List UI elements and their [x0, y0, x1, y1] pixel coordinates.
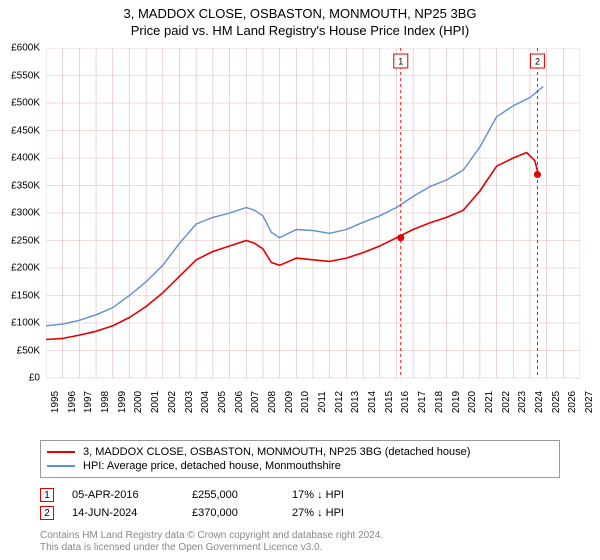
svg-text:1: 1 [398, 57, 403, 67]
chart-subtitle: Price paid vs. HM Land Registry's House … [0, 21, 600, 38]
legend-label-price-paid: 3, MADDOX CLOSE, OSBASTON, MONMOUTH, NP2… [83, 446, 470, 458]
y-tick-label: £350K [11, 180, 40, 191]
marker-date-2: 14-JUN-2024 [72, 507, 192, 519]
x-axis-labels: 1995199619971998199920002001200220032004… [46, 400, 580, 440]
marker-badge-2: 2 [40, 506, 54, 520]
y-tick-label: £200K [11, 263, 40, 274]
x-tick-label: 2005 [217, 391, 228, 413]
x-tick-label: 1999 [117, 391, 128, 413]
x-tick-label: 2008 [267, 391, 278, 413]
x-tick-label: 1998 [100, 391, 111, 413]
x-tick-label: 2000 [133, 391, 144, 413]
x-tick-label: 2022 [501, 391, 512, 413]
x-tick-label: 2016 [400, 391, 411, 413]
y-tick-label: £600K [11, 43, 40, 54]
x-tick-label: 2019 [451, 391, 462, 413]
y-tick-label: £250K [11, 235, 40, 246]
legend-label-hpi: HPI: Average price, detached house, Monm… [83, 460, 341, 472]
x-tick-label: 2015 [384, 391, 395, 413]
x-tick-label: 2024 [534, 391, 545, 413]
markers-table: 1 05-APR-2016 £255,000 17% ↓ HPI 2 14-JU… [40, 486, 560, 522]
x-tick-label: 2007 [250, 391, 261, 413]
x-tick-label: 2009 [284, 391, 295, 413]
chart-svg: 12 [46, 48, 580, 400]
footnote-line2: This data is licensed under the Open Gov… [40, 542, 560, 554]
x-tick-label: 2012 [334, 391, 345, 413]
legend-row-price-paid: 3, MADDOX CLOSE, OSBASTON, MONMOUTH, NP2… [47, 445, 553, 459]
x-tick-label: 2027 [584, 391, 595, 413]
x-tick-label: 2023 [517, 391, 528, 413]
marker-pct-2: 27% ↓ HPI [292, 507, 412, 519]
marker-date-1: 05-APR-2016 [72, 489, 192, 501]
legend-swatch-price-paid [47, 451, 75, 453]
x-tick-label: 2011 [317, 391, 328, 413]
chart-plot-area: 12 [46, 48, 580, 400]
x-tick-label: 2010 [300, 391, 311, 413]
y-tick-label: £450K [11, 125, 40, 136]
marker-price-2: £370,000 [192, 507, 292, 519]
y-tick-label: £550K [11, 70, 40, 81]
y-tick-label: £50K [17, 345, 40, 356]
y-tick-label: £150K [11, 290, 40, 301]
x-tick-label: 2026 [567, 391, 578, 413]
marker-row-1: 1 05-APR-2016 £255,000 17% ↓ HPI [40, 486, 560, 504]
legend-swatch-hpi [47, 465, 75, 467]
x-tick-label: 1997 [83, 391, 94, 413]
y-tick-label: £100K [11, 318, 40, 329]
x-tick-label: 2003 [184, 391, 195, 413]
marker-pct-1: 17% ↓ HPI [292, 489, 412, 501]
svg-text:2: 2 [535, 57, 540, 67]
x-tick-label: 2020 [467, 391, 478, 413]
marker-price-1: £255,000 [192, 489, 292, 501]
marker-row-2: 2 14-JUN-2024 £370,000 27% ↓ HPI [40, 504, 560, 522]
x-tick-label: 2014 [367, 391, 378, 413]
y-axis-labels: £0£50K£100K£150K£200K£250K£300K£350K£400… [0, 48, 44, 378]
y-tick-label: £0 [29, 373, 40, 384]
x-tick-label: 2025 [551, 391, 562, 413]
x-tick-label: 2002 [167, 391, 178, 413]
x-tick-label: 2021 [484, 391, 495, 413]
x-tick-label: 2004 [200, 391, 211, 413]
footnote-line1: Contains HM Land Registry data © Crown c… [40, 530, 560, 542]
chart-title: 3, MADDOX CLOSE, OSBASTON, MONMOUTH, NP2… [0, 0, 600, 21]
y-tick-label: £300K [11, 208, 40, 219]
x-tick-label: 2017 [417, 391, 428, 413]
x-tick-label: 2018 [434, 391, 445, 413]
x-tick-label: 2001 [150, 391, 161, 413]
marker-badge-1: 1 [40, 488, 54, 502]
x-tick-label: 2013 [350, 391, 361, 413]
y-tick-label: £500K [11, 98, 40, 109]
footnote: Contains HM Land Registry data © Crown c… [40, 530, 560, 554]
legend-box: 3, MADDOX CLOSE, OSBASTON, MONMOUTH, NP2… [40, 440, 560, 478]
legend-row-hpi: HPI: Average price, detached house, Monm… [47, 459, 553, 473]
x-tick-label: 1995 [50, 391, 61, 413]
x-tick-label: 2006 [234, 391, 245, 413]
x-tick-label: 1996 [67, 391, 78, 413]
y-tick-label: £400K [11, 153, 40, 164]
